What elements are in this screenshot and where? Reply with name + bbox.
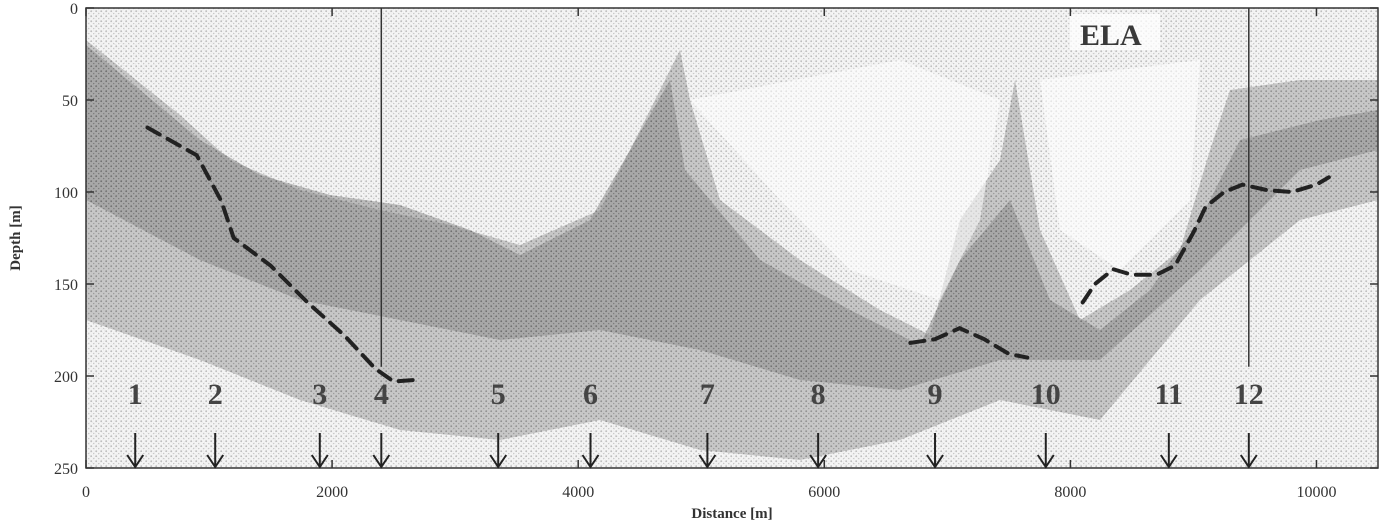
x-tick-label-6000: 6000 [808,484,840,501]
bed-line-3 [1080,175,1331,305]
marker-label-12: 12 [1234,378,1264,411]
marker-label-3: 3 [312,378,327,411]
x-tick-label-8000: 8000 [1054,484,1086,501]
x-axis-ticks: 0 2000 4000 6000 8000 10000 [82,8,1336,501]
marker-arrow-head-8 [809,454,827,469]
marker-arrow-head-4 [372,454,391,469]
vertical-lines [380,8,1250,367]
x-tick-label-4000: 4000 [562,484,594,501]
marker-label-5: 5 [491,378,506,411]
marker-label-11: 11 [1155,378,1183,411]
bed-line-1 [145,125,421,384]
x-tick-label-0: 0 [82,484,90,501]
marker-arrow-head-10 [1036,454,1055,469]
y-axis-label: Depth [m] [8,205,24,270]
marker-label-7: 7 [700,378,715,411]
x-tick-label-10000: 10000 [1296,484,1336,501]
marker-arrow-head-6 [581,454,600,469]
marker-label-6: 6 [583,378,598,411]
marker-arrow-head-7 [698,454,717,469]
marker-arrow-head-2 [206,454,225,469]
profile-markers: 1 2 3 4 5 6 7 8 9 10 11 12 [126,378,1264,469]
marker-label-2: 2 [208,378,223,411]
radargram-texture [86,8,1378,468]
ela-label-box [1070,14,1160,50]
marker-arrow-head-9 [926,454,944,469]
marker-label-1: 1 [128,378,143,411]
marker-arrow-head-11 [1159,454,1178,469]
y-tick-label-250: 250 [54,461,78,478]
plot-frame [85,7,1379,469]
marker-label-10: 10 [1031,378,1061,411]
y-axis-ticks: 0 50 100 150 200 250 [54,1,1378,478]
x-tick-label-2000: 2000 [316,484,348,501]
marker-label-9: 9 [928,378,943,411]
y-tick-label-200: 200 [54,369,78,386]
ela-label: ELA [1080,19,1142,52]
x-axis-label: Distance [m] [691,506,772,522]
y-tick-label-150: 150 [54,277,78,294]
marker-arrow-head-12 [1239,454,1258,469]
bed-lines [145,125,1331,384]
y-tick-label-100: 100 [54,185,78,202]
y-tick-label-0: 0 [70,1,78,18]
y-tick-label-50: 50 [62,93,78,110]
marker-arrow-head-1 [126,454,145,469]
marker-label-4: 4 [374,378,389,411]
marker-arrow-head-3 [310,454,329,469]
marker-arrow-head-5 [489,454,508,469]
marker-label-8: 8 [811,378,826,411]
